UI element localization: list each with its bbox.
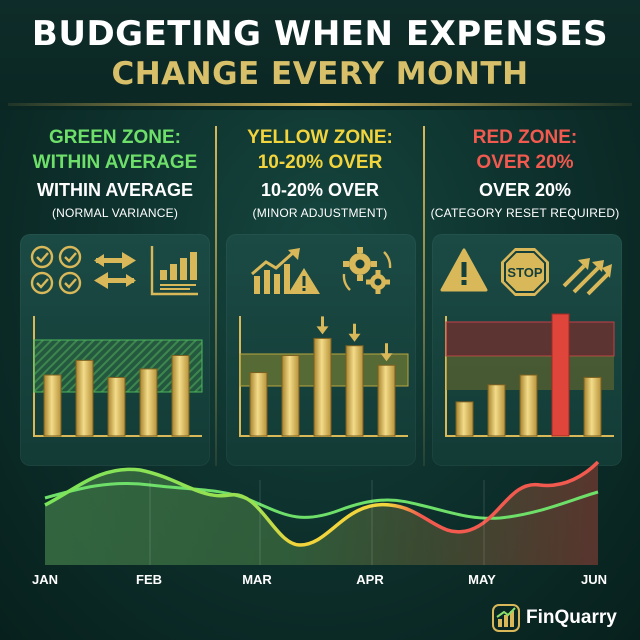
- trend-warning-icon: [248, 246, 320, 296]
- chart-bar: [487, 384, 506, 437]
- gears-cycle-icon: [340, 244, 394, 298]
- month-label: MAR: [242, 572, 272, 587]
- zone-note: (CATEGORY RESET REQUIRED): [430, 206, 620, 220]
- chart-bar: [519, 374, 538, 437]
- column-divider: [423, 126, 425, 466]
- zone-label: WITHIN AVERAGE: [37, 180, 193, 200]
- down-arrow-head: [380, 353, 393, 362]
- swap-arrows-icon: [92, 250, 138, 292]
- zone-subtitle: OVER 20%: [476, 152, 574, 173]
- zone-label: 10-20% OVER: [260, 180, 380, 200]
- chart-bar: [345, 345, 364, 437]
- zone-note: (MINOR ADJUSTMENT): [252, 206, 388, 220]
- month-axis: JAN FEB MAR APR MAY JUN: [0, 572, 640, 590]
- warning-triangle-icon: [440, 248, 488, 292]
- page-title: BUDGETING WHEN EXPENSES: [31, 14, 609, 54]
- finquarry-logo-icon: [492, 604, 520, 632]
- down-arrow-head: [348, 333, 361, 342]
- budget-chart-icon: [148, 244, 200, 296]
- month-label: JAN: [31, 572, 59, 587]
- month-label: APR: [356, 572, 384, 587]
- chart-bar: [43, 374, 62, 437]
- checklist-icon: [28, 244, 84, 296]
- page-subtitle: CHANGE EVERY MONTH: [111, 56, 529, 92]
- chart-bar: [171, 354, 190, 437]
- chart-bar: [377, 364, 396, 437]
- brand-logo: FinQuarry: [492, 602, 617, 634]
- svg-text:STOP: STOP: [507, 265, 542, 280]
- column-divider: [215, 126, 217, 466]
- chart-bar: [107, 376, 126, 437]
- chart-bar: [281, 354, 300, 437]
- zone-label: OVER 20%: [478, 180, 572, 200]
- month-label: FEB: [136, 572, 162, 587]
- chart-bar: [455, 401, 474, 437]
- month-label: JUN: [580, 572, 608, 587]
- red-zone-heading: RED ZONE: OVER 20% OVER 20% (CATEGORY RE…: [425, 126, 625, 222]
- chart-bar: [139, 368, 158, 437]
- average-line: [44, 481, 599, 520]
- zone-title: GREEN ZONE:: [49, 127, 181, 148]
- zone-subtitle: 10-20% OVER: [257, 152, 383, 173]
- chart-bar: [551, 313, 570, 437]
- trend-area: [45, 462, 598, 565]
- zone-title: RED ZONE:: [472, 127, 578, 148]
- yellow-zone-heading: YELLOW ZONE: 10-20% OVER 10-20% OVER (MI…: [220, 126, 420, 222]
- chart-bar: [313, 337, 332, 437]
- chart-bar: [583, 376, 602, 437]
- green-zone-heading: GREEN ZONE: WITHIN AVERAGE WITHIN AVERAG…: [15, 126, 215, 222]
- down-arrow-head: [316, 326, 329, 335]
- title-banner: [0, 0, 640, 110]
- stop-sign-icon: STOP: [499, 246, 551, 298]
- chart-bar: [249, 372, 268, 437]
- brand-name: FinQuarry: [526, 607, 617, 628]
- zone-subtitle: WITHIN AVERAGE: [32, 152, 198, 173]
- arrows-up-icon: [560, 246, 614, 296]
- zone-title: YELLOW ZONE:: [247, 127, 393, 148]
- actual-spending-line: [44, 460, 600, 547]
- gold-divider-rule: [8, 103, 632, 106]
- chart-bar: [75, 359, 94, 437]
- month-label: MAY: [468, 572, 496, 587]
- zone-note: (NORMAL VARIANCE): [51, 206, 179, 220]
- target-band: [445, 321, 615, 357]
